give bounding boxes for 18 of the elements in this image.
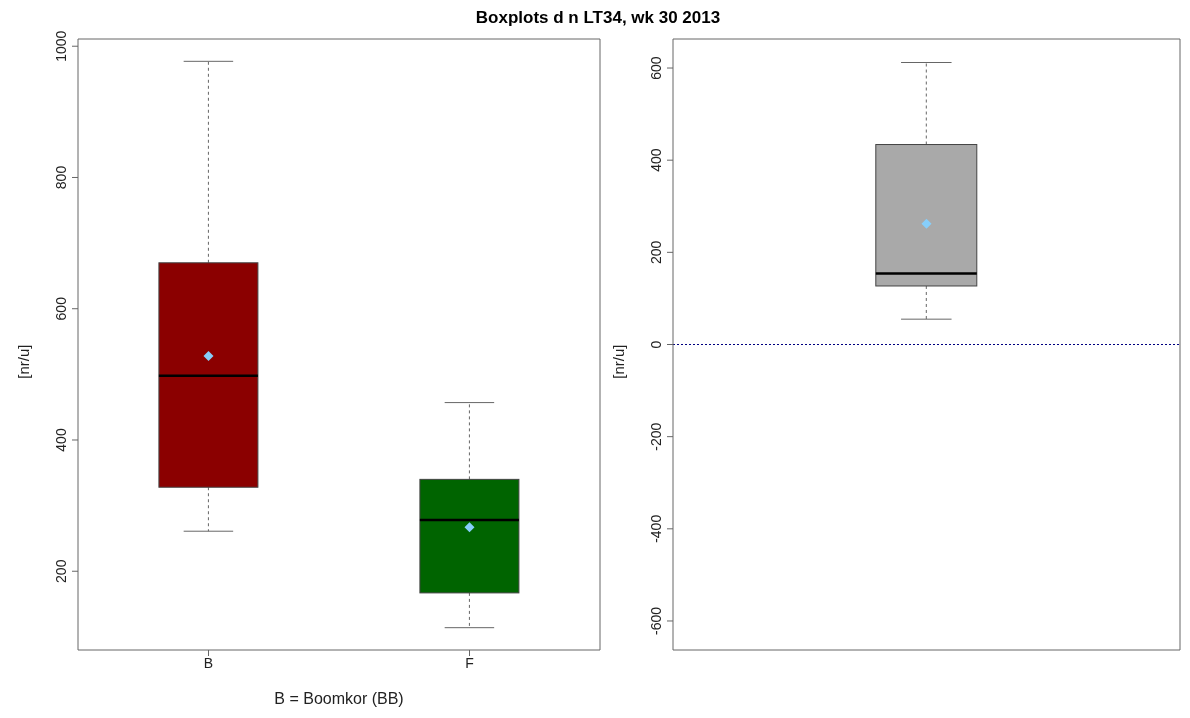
y-tick-label: 200 [648,240,664,265]
x-tick-label: B [203,654,214,671]
y-tick-label: -200 [648,422,664,451]
y-tick-label: 1000 [53,30,69,62]
y-axis-title: [nr/u] [610,344,628,379]
y-tick-label: 400 [53,428,69,452]
x-axis-title: B = Boomkor (BB) [274,690,404,707]
chart-title: Boxplots d n LT34, wk 30 2013 [474,8,722,28]
y-tick-label: -600 [648,606,664,635]
y-axis-title: [nr/u] [15,344,33,379]
y-tick-label: -400 [648,514,664,543]
y-tick-label: 800 [53,165,69,190]
y-tick-label: 600 [53,296,69,321]
x-tick-label: F [465,654,474,671]
y-tick-label: 600 [648,56,664,80]
y-tick-label: 200 [53,559,69,583]
y-tick-label: 400 [648,148,664,172]
y-tick-label: 0 [648,340,664,349]
